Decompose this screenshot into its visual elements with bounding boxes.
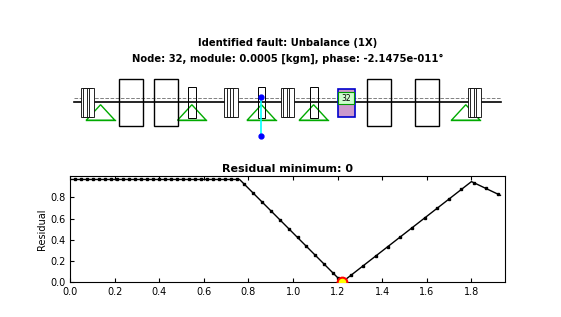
Bar	[415, 79, 439, 126]
Bar	[89, 88, 94, 117]
Bar	[287, 88, 292, 117]
Bar	[473, 88, 479, 117]
Bar	[470, 88, 475, 117]
Bar	[86, 88, 92, 117]
Bar	[283, 88, 288, 117]
Bar	[367, 79, 391, 126]
Bar	[338, 89, 355, 117]
Bar	[289, 88, 295, 117]
Bar	[476, 88, 481, 117]
Title: Residual minimum: 0: Residual minimum: 0	[222, 164, 353, 174]
Bar	[224, 88, 229, 117]
Bar	[154, 79, 178, 126]
Bar	[119, 79, 143, 126]
Bar	[81, 88, 86, 117]
Bar	[227, 88, 232, 117]
Bar	[338, 93, 354, 104]
Bar	[188, 87, 196, 118]
Bar	[310, 87, 318, 118]
Bar	[280, 88, 286, 117]
Text: Identified fault: Unbalance (1X): Identified fault: Unbalance (1X)	[198, 38, 377, 48]
Bar	[257, 87, 265, 118]
Text: 32: 32	[342, 94, 351, 103]
Y-axis label: Residual: Residual	[37, 209, 47, 250]
Bar	[467, 88, 473, 117]
Bar	[233, 88, 238, 117]
Bar	[230, 88, 236, 117]
Text: Node: 32, module: 0.0005 [kgm], phase: -2.1475e-011°: Node: 32, module: 0.0005 [kgm], phase: -…	[132, 54, 443, 64]
Bar	[83, 88, 89, 117]
